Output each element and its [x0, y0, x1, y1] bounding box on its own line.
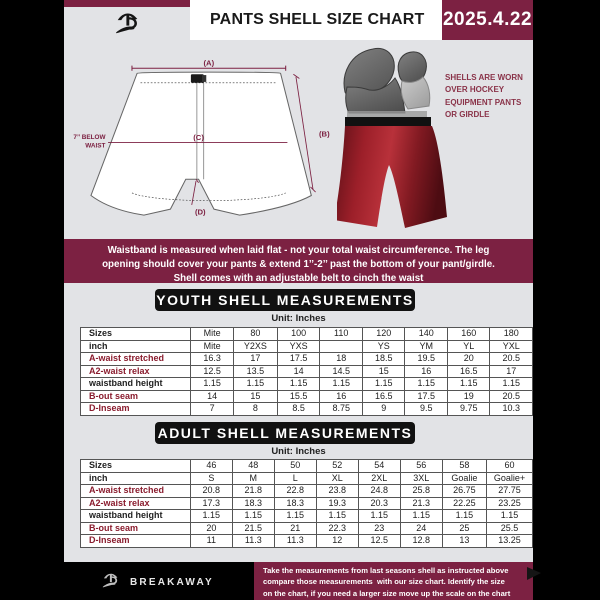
- svg-text:(B): (B): [319, 130, 330, 139]
- svg-text:(A): (A): [204, 59, 215, 68]
- svg-text:(C): (C): [193, 133, 204, 142]
- svg-text:(D): (D): [195, 207, 206, 216]
- svg-text:7’’ BELOW: 7’’ BELOW: [73, 134, 106, 141]
- svg-text:WAIST: WAIST: [85, 143, 105, 150]
